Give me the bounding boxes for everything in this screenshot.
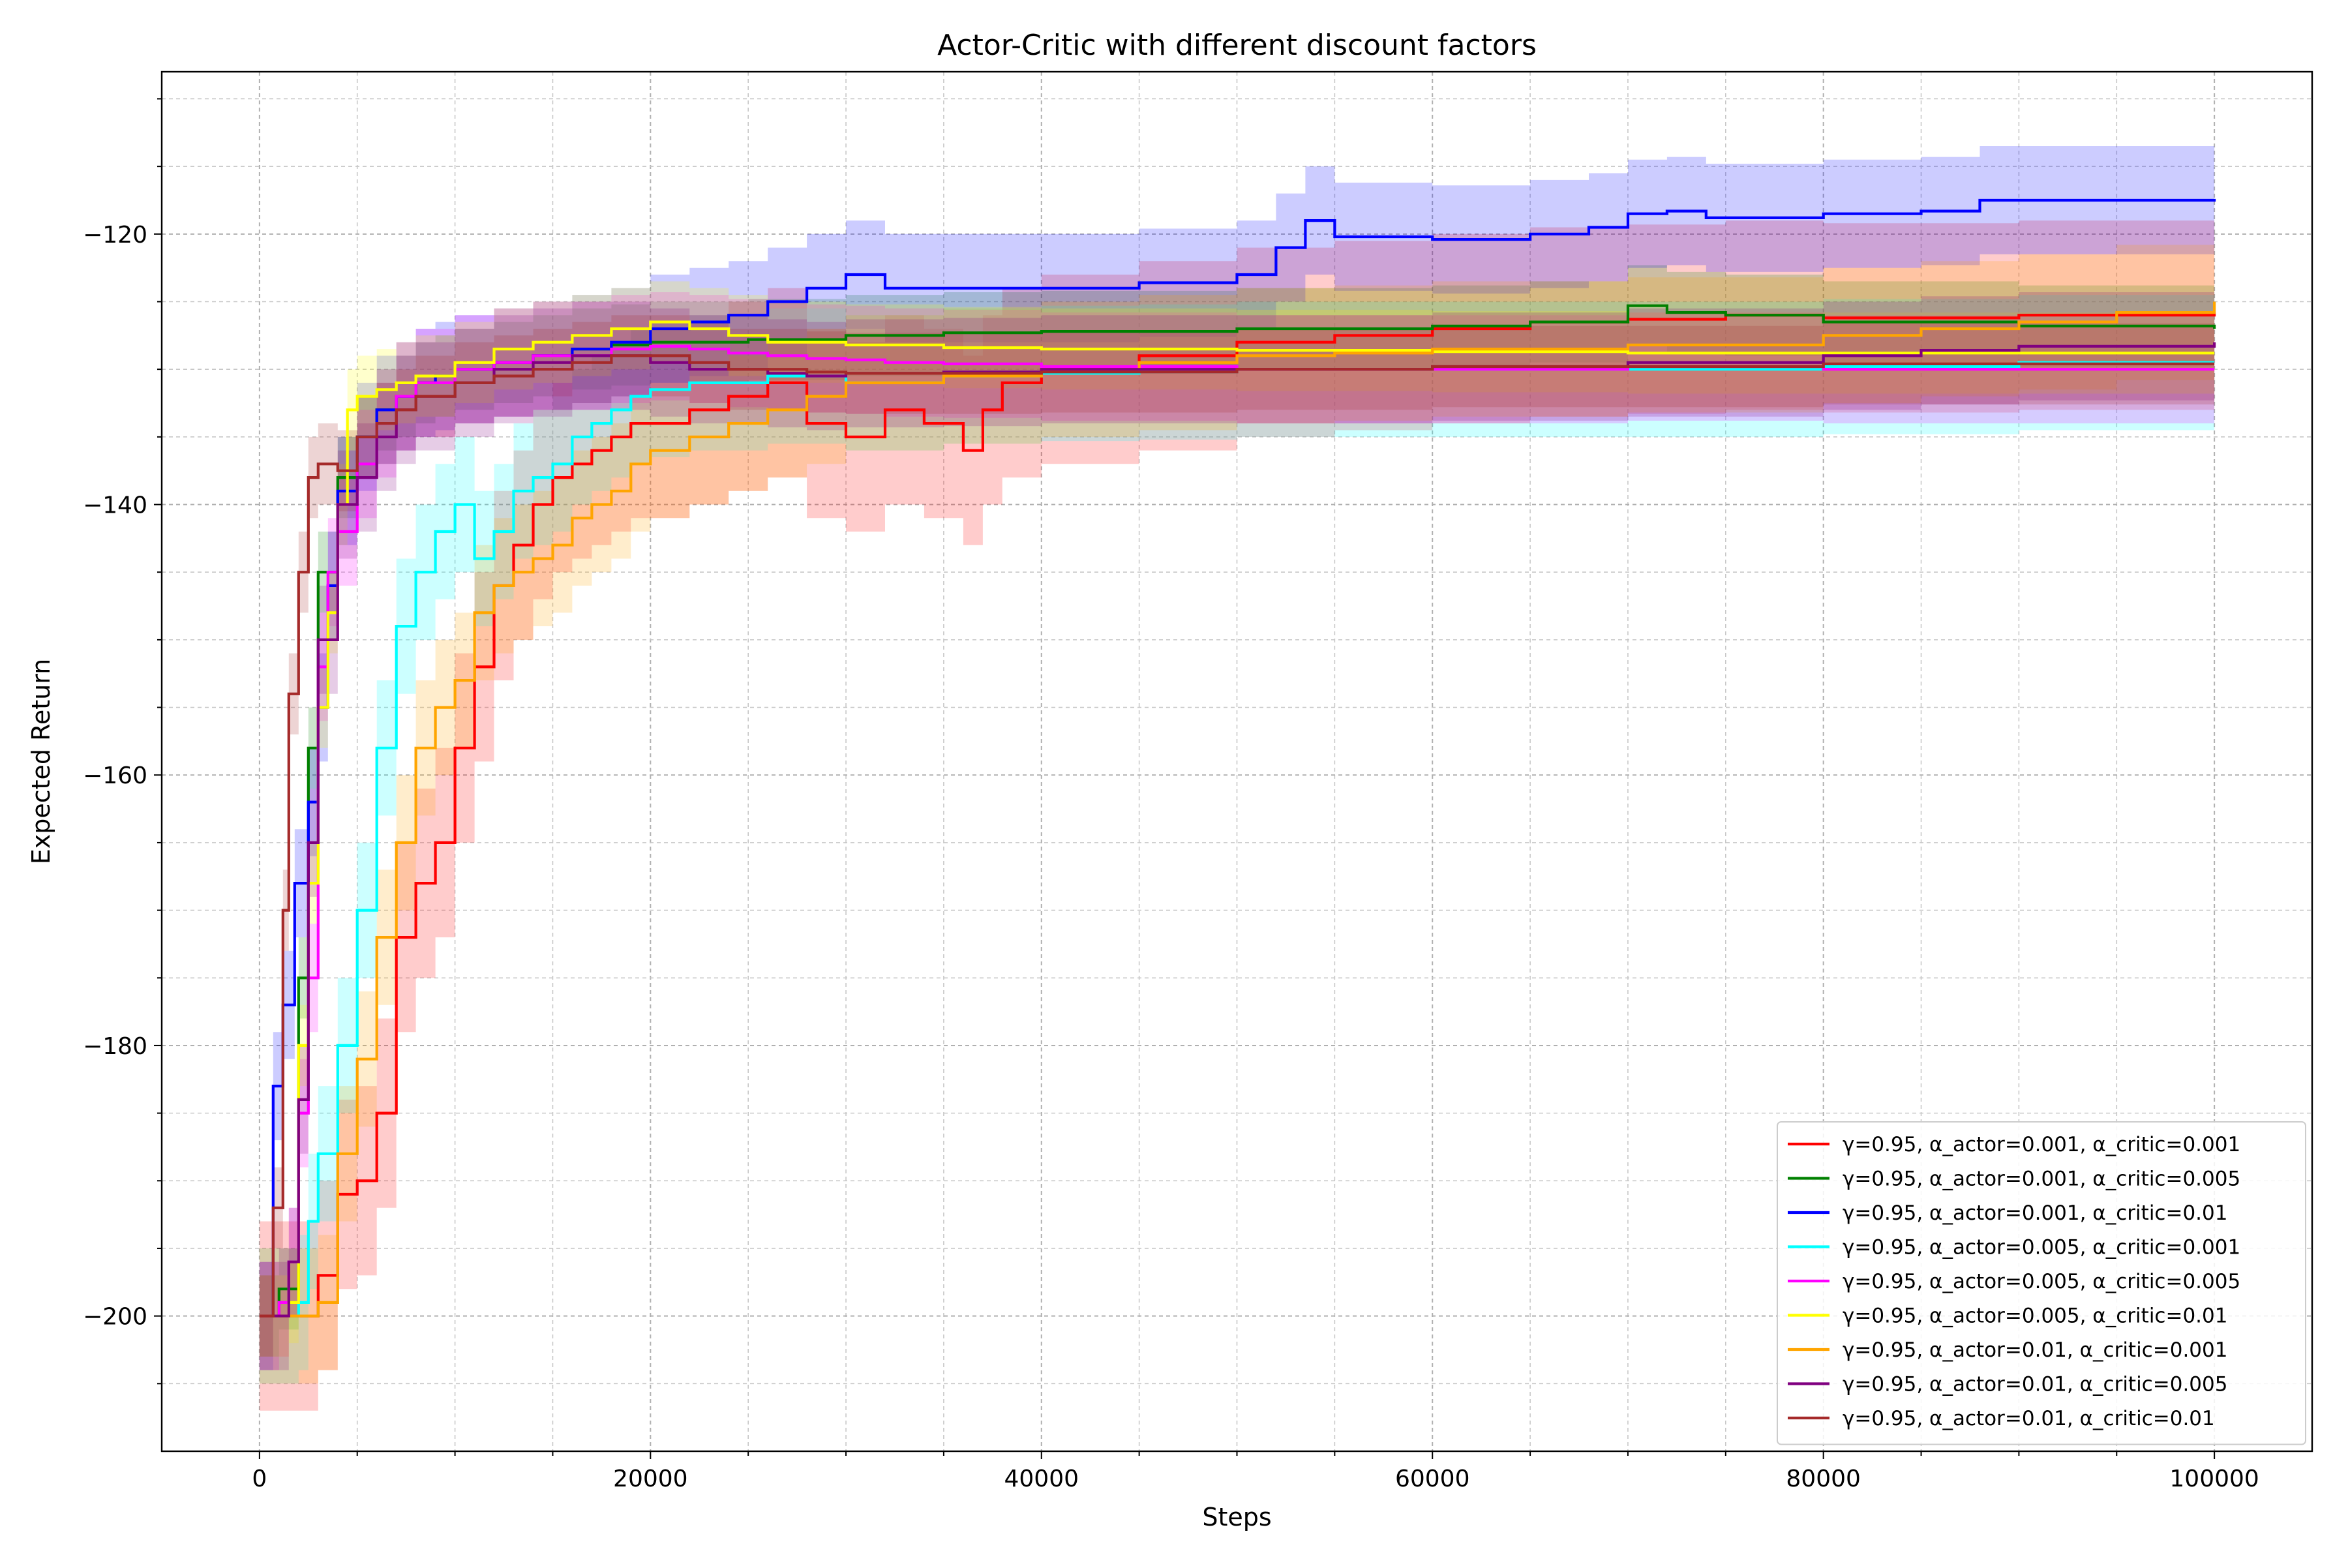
y-tick-label: −180 <box>83 1033 147 1060</box>
series-band <box>259 217 2215 1411</box>
series-line <box>259 312 2216 1318</box>
legend-box <box>1777 1121 2306 1445</box>
series-lines <box>259 198 2216 1318</box>
y-tick-label: −120 <box>83 222 147 249</box>
series-band <box>259 295 2215 1384</box>
series-line <box>259 354 2215 1318</box>
legend-label: γ=0.95, α_actor=0.01, α_critic=0.001 <box>1843 1338 2227 1362</box>
legend-items: γ=0.95, α_actor=0.001, α_critic=0.001 γ=0… <box>1788 1133 2240 1430</box>
x-tick-label: 80000 <box>1786 1466 1861 1492</box>
legend-label: γ=0.95, α_actor=0.001, α_critic=0.005 <box>1843 1168 2240 1191</box>
x-tick-label: 40000 <box>1004 1466 1079 1492</box>
chart-title: Actor-Critic with different discount fac… <box>937 29 1537 62</box>
axis-ticks: 0 20000 40000 60000 80000 100000 −200 −180 −160 −… <box>83 98 2259 1492</box>
x-tick-label: 0 <box>252 1466 267 1492</box>
series-line <box>259 198 2216 1318</box>
x-tick-label: 100000 <box>2169 1466 2259 1492</box>
x-tick-label: 20000 <box>613 1466 688 1492</box>
x-tick-label: 60000 <box>1395 1466 1470 1492</box>
y-tick-label: −200 <box>83 1304 147 1331</box>
series-line <box>259 320 2215 1318</box>
y-tick-label: −140 <box>83 492 147 519</box>
legend-label: γ=0.95, α_actor=0.01, α_critic=0.005 <box>1843 1373 2227 1396</box>
legend: γ=0.95, α_actor=0.001, α_critic=0.001 γ=0… <box>1777 1121 2306 1445</box>
x-axis-title: Steps <box>1202 1503 1271 1531</box>
series-band <box>259 292 2215 1370</box>
legend-label: γ=0.95, α_actor=0.005, α_critic=0.005 <box>1843 1270 2240 1293</box>
legend-label: γ=0.95, α_actor=0.001, α_critic=0.01 <box>1843 1201 2227 1225</box>
y-tick-label: −160 <box>83 762 147 789</box>
legend-label: γ=0.95, α_actor=0.001, α_critic=0.001 <box>1843 1133 2240 1156</box>
series-band <box>259 315 2215 1357</box>
legend-label: γ=0.95, α_actor=0.005, α_critic=0.001 <box>1843 1236 2240 1259</box>
grid <box>162 72 2312 1451</box>
legend-label: γ=0.95, α_actor=0.01, α_critic=0.01 <box>1843 1407 2215 1430</box>
legend-label: γ=0.95, α_actor=0.005, α_critic=0.01 <box>1843 1304 2227 1328</box>
series-line <box>259 301 2216 1318</box>
y-axis-title: Expected Return <box>27 659 55 864</box>
